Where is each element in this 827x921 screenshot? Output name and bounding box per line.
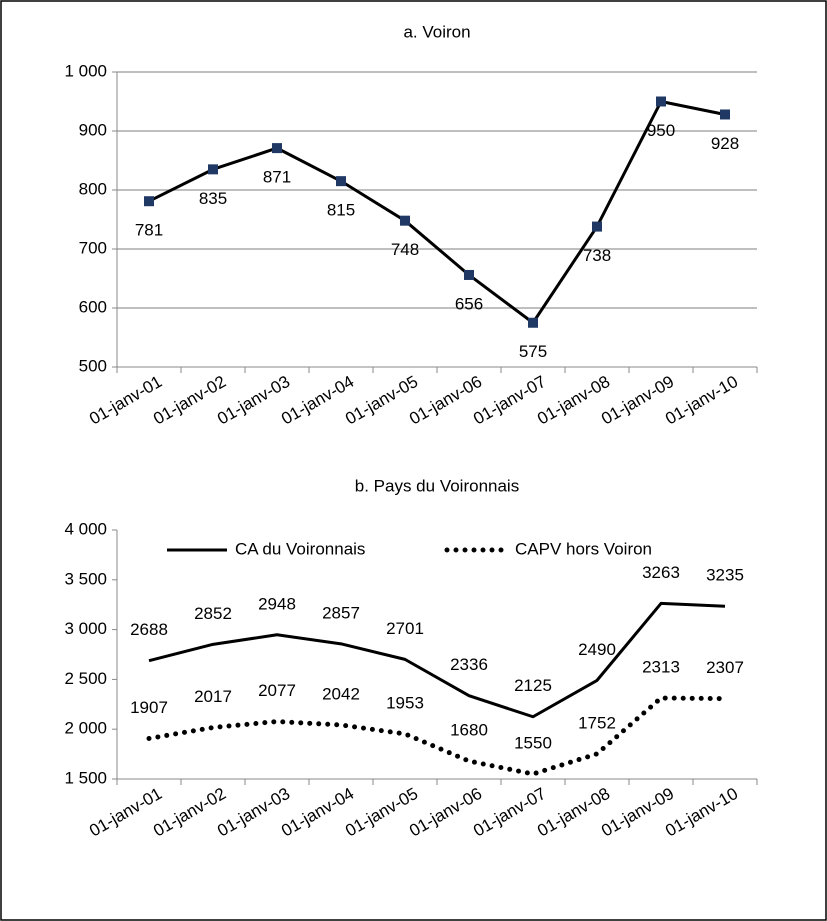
data-label: 950 [647, 121, 675, 140]
data-label: 1752 [578, 713, 616, 732]
marker [592, 221, 602, 232]
marker [144, 196, 154, 207]
data-label: 656 [455, 294, 483, 313]
chart-title: b. Pays du Voironnais [355, 476, 519, 495]
y-tick-label: 600 [79, 297, 107, 316]
series-line [148, 601, 726, 719]
marker [656, 96, 666, 107]
data-label: 1550 [514, 734, 552, 753]
y-tick-label: 2 500 [64, 669, 107, 688]
data-label: 2490 [578, 640, 616, 659]
data-label: 2042 [322, 685, 360, 704]
data-label: 1907 [130, 698, 168, 717]
series-line [148, 100, 726, 325]
data-label: 1680 [450, 721, 488, 740]
data-label: 1953 [386, 693, 424, 712]
data-label: 3263 [642, 563, 680, 582]
marker [720, 109, 730, 120]
marker [336, 176, 346, 187]
data-label: 835 [199, 189, 227, 208]
data-label: 2852 [194, 604, 232, 623]
data-label: 2336 [450, 655, 488, 674]
data-label: 748 [391, 240, 419, 259]
y-tick-label: 1 000 [64, 61, 107, 80]
marker [208, 164, 218, 175]
legend-label: CA du Voironnais [235, 539, 365, 558]
marker [528, 317, 538, 328]
legend-label: CAPV hors Voiron [515, 539, 652, 558]
marker [272, 143, 282, 154]
y-tick-label: 900 [79, 120, 107, 139]
data-label: 2948 [258, 594, 296, 613]
y-tick-label: 3 500 [64, 569, 107, 588]
marker [464, 269, 474, 280]
y-tick-label: 4 000 [64, 519, 107, 538]
data-label: 3235 [706, 566, 744, 585]
y-tick-label: 800 [79, 179, 107, 198]
data-label: 2017 [194, 687, 232, 706]
y-tick-label: 1 500 [64, 768, 107, 787]
data-label: 871 [263, 168, 291, 187]
series-line [146, 695, 728, 777]
data-label: 2313 [642, 658, 680, 677]
data-label: 2077 [258, 681, 296, 700]
data-label: 781 [135, 221, 163, 240]
marker [400, 215, 410, 226]
data-label: 2125 [514, 676, 552, 695]
y-tick-label: 3 000 [64, 619, 107, 638]
data-label: 928 [711, 134, 739, 153]
data-label: 575 [519, 342, 547, 361]
y-tick-label: 2 000 [64, 719, 107, 738]
data-label: 815 [327, 201, 355, 220]
data-label: 738 [583, 246, 611, 265]
data-label: 2701 [386, 619, 424, 638]
y-tick-label: 500 [79, 356, 107, 375]
data-label: 2307 [706, 658, 744, 677]
chart-title: a. Voiron [403, 22, 470, 41]
y-tick-label: 700 [79, 238, 107, 257]
data-label: 2688 [130, 620, 168, 639]
data-label: 2857 [322, 603, 360, 622]
